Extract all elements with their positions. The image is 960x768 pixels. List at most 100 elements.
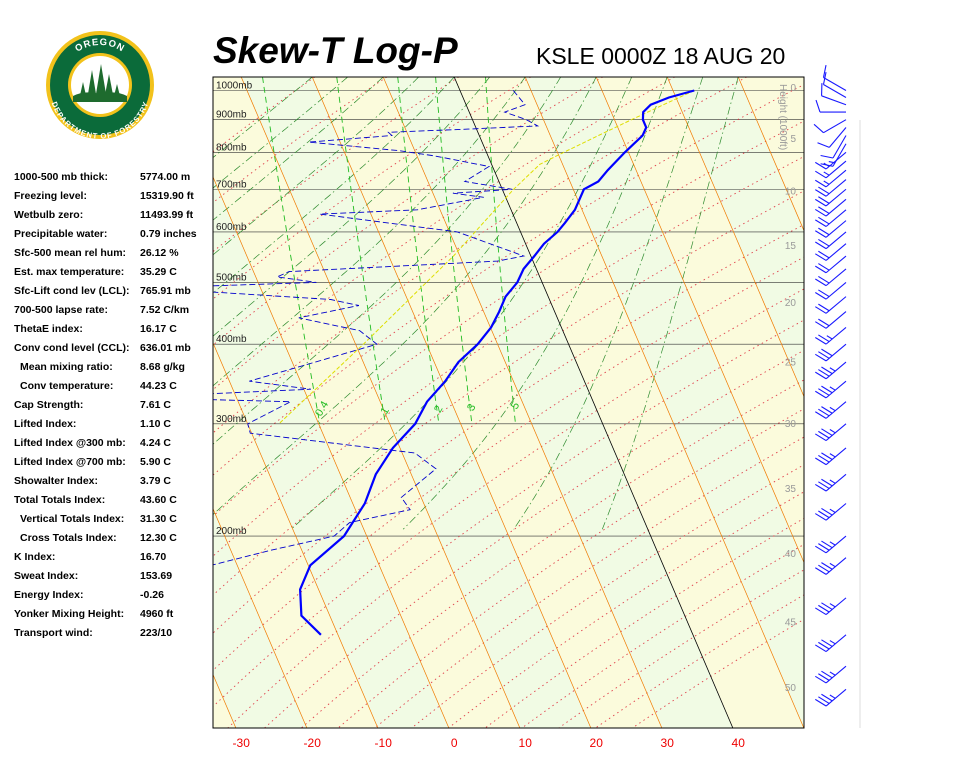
isotherm-line [0,77,23,728]
isotherm-line [311,77,592,728]
isotherm-line [213,673,237,728]
barb-half-flag [826,335,833,340]
mixing-ratio-label: 1 [379,405,392,416]
height-tick-label: 30 [785,419,797,430]
isotherm-line [240,77,521,728]
barb-flag [821,366,833,375]
barb-staff [828,127,847,148]
barb-flag [815,567,827,575]
wind-barb [815,198,847,217]
barb-flag [821,385,833,394]
barb-staff [832,135,847,159]
barb-half-flag [829,386,836,391]
index-value: 5774.00 m [140,171,191,183]
station-time-subtitle: KSLE 0000Z 18 AUG 20 [536,43,786,69]
barb-half-flag [829,541,836,546]
height-tick-label: 45 [785,617,797,628]
wind-barb [815,151,847,170]
barb-flag [818,388,830,396]
wind-barb [815,634,847,653]
chart-title: Skew-T Log-P [213,30,458,71]
barb-flag [818,263,830,271]
isotherm-line [0,77,94,728]
wind-barb [815,401,847,419]
barb-flag [815,675,827,684]
moist-adiabat [213,77,313,159]
wind-barb [815,255,847,274]
barb-staff [825,220,847,238]
isobar-label: 800mb [216,142,247,153]
barb-flag [818,351,830,359]
index-value: 765.91 mb [140,285,191,297]
index-label: K Index: [14,551,56,563]
barb-flag [821,639,833,647]
mixing-ratio-line [435,77,473,424]
isotherm-line [595,77,804,564]
isotherm-band [213,674,236,728]
barb-staff [825,401,847,419]
barb-staff [825,326,847,345]
barb-half-flag [829,508,836,513]
barb-flag [818,303,830,312]
index-label: Sweat Index: [14,570,79,582]
height-tick-label: 50 [785,683,797,694]
wind-barb [815,343,847,362]
isotherm-band [0,77,94,728]
index-value: 636.01 mb [140,342,191,354]
barb-flag [815,545,827,554]
index-label: Conv cond level (CCL): [14,342,130,354]
x-tick-label: 10 [519,736,533,750]
barb-flag [815,321,827,329]
index-value: 3.79 C [140,475,171,487]
isotherm-band [454,77,804,728]
moist-adiabat [213,77,455,294]
barb-staff [823,77,847,91]
barb-half-flag [829,603,836,608]
height-tick-label: 5 [790,134,796,145]
index-value: 153.69 [140,570,173,582]
index-value: 16.70 [140,551,167,563]
barb-flag [818,673,830,681]
barb-half-flag [829,429,836,434]
barb-flag [818,564,830,573]
barb-staff [825,503,847,521]
barb-flag [818,216,830,225]
index-value: 12.30 C [140,532,177,544]
wind-barb [815,473,847,492]
isotherm-line [213,341,379,728]
index-row: 1000-500 mb thick: 5774.00 m [14,168,214,187]
barb-staff [825,688,847,707]
index-value: 8.68 g/kg [140,361,185,373]
barb-staff [825,160,847,179]
parcel-trace [278,90,695,425]
wind-barb [815,296,847,314]
index-value: 44.23 C [140,380,177,392]
index-label: Precipitable water: [14,228,108,240]
barb-staff [825,535,847,554]
barb-staff [825,198,847,217]
index-row: Yonker Mixing Height: 4960 ft [14,605,214,624]
barb-flag [822,65,827,78]
barb-staff [825,597,847,616]
barb-staff [825,243,847,261]
barb-flag [822,72,827,85]
barb-flag [815,219,827,227]
index-row: ThetaE index: 16.17 C [14,320,214,339]
barb-flag [818,186,830,195]
isobar-label: 1000mb [216,81,253,92]
barb-flag [815,337,827,345]
x-tick-label: 0 [451,736,458,750]
barb-flag [818,430,830,439]
index-label: Mean mixing ratio: [20,361,113,373]
index-row: Mean mixing ratio: 8.68 g/kg [14,358,214,377]
barb-staff [823,119,847,134]
barb-flag [820,154,834,159]
index-row: Cap Strength: 7.61 C [14,396,214,415]
mixing-ratio-label: 5 [509,400,522,411]
barb-staff [825,634,847,652]
barb-flag [815,483,827,492]
barb-half-flag [823,162,830,167]
plot-frame [212,76,805,729]
wind-barb [822,65,847,91]
barb-flag [821,562,833,570]
